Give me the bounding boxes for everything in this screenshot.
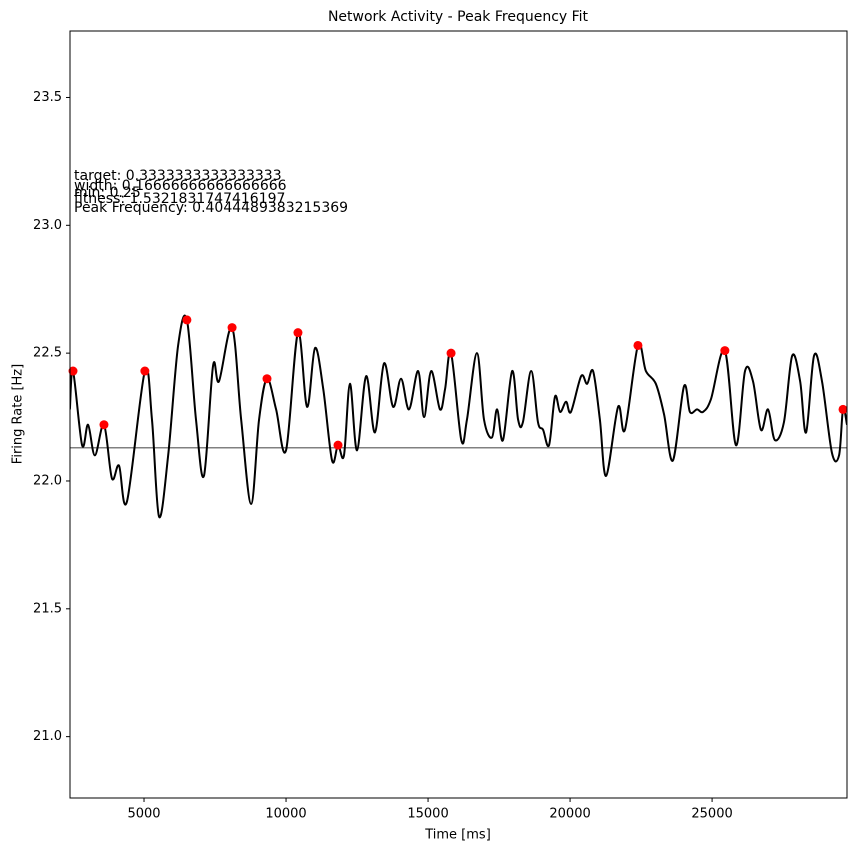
peak-marker: [262, 374, 272, 384]
peak-marker: [720, 346, 730, 356]
peak-marker: [68, 366, 78, 376]
annotation: target: 0.3333333333333333: [74, 168, 282, 184]
peak-marker: [293, 328, 303, 338]
x-tick-label: 25000: [691, 807, 732, 822]
y-axis-label: Firing Rate [Hz]: [11, 364, 26, 464]
y-tick-label: 23.0: [33, 218, 62, 233]
peak-marker: [140, 366, 150, 376]
annotation: min: 0.25: [74, 185, 141, 201]
peak-marker: [838, 404, 848, 414]
peak-marker: [446, 348, 456, 358]
y-tick-label: 22.5: [33, 346, 62, 361]
y-tick-label: 22.0: [33, 473, 62, 488]
annotation: fitness: 1.5321831747416197: [74, 191, 285, 207]
peak-marker: [227, 323, 237, 333]
peak-marker: [333, 440, 343, 450]
x-axis-label: Time [ms]: [424, 828, 491, 843]
x-tick-label: 20000: [549, 807, 590, 822]
peak-marker: [182, 315, 192, 325]
data-line: [70, 314, 847, 519]
y-tick-label: 21.5: [33, 601, 62, 616]
plot-frame: [69, 30, 848, 799]
chart-title: Network Activity - Peak Frequency Fit: [328, 9, 589, 25]
peak-marker: [99, 420, 109, 430]
x-tick-label: 15000: [407, 807, 448, 822]
annotation: Peak Frequency: 0.4044489383215369: [74, 200, 348, 216]
y-tick-label: 23.5: [33, 90, 62, 105]
x-tick-label: 10000: [265, 807, 306, 822]
y-tick-label: 21.0: [33, 729, 62, 744]
peak-marker: [633, 340, 643, 350]
annotation: width: 0.16666666666666666: [74, 178, 287, 194]
x-tick-label: 5000: [127, 807, 160, 822]
